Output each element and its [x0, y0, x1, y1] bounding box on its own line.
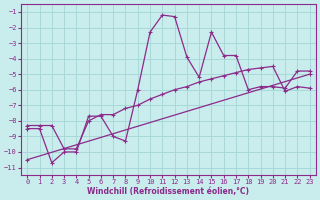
X-axis label: Windchill (Refroidissement éolien,°C): Windchill (Refroidissement éolien,°C) [87, 187, 250, 196]
